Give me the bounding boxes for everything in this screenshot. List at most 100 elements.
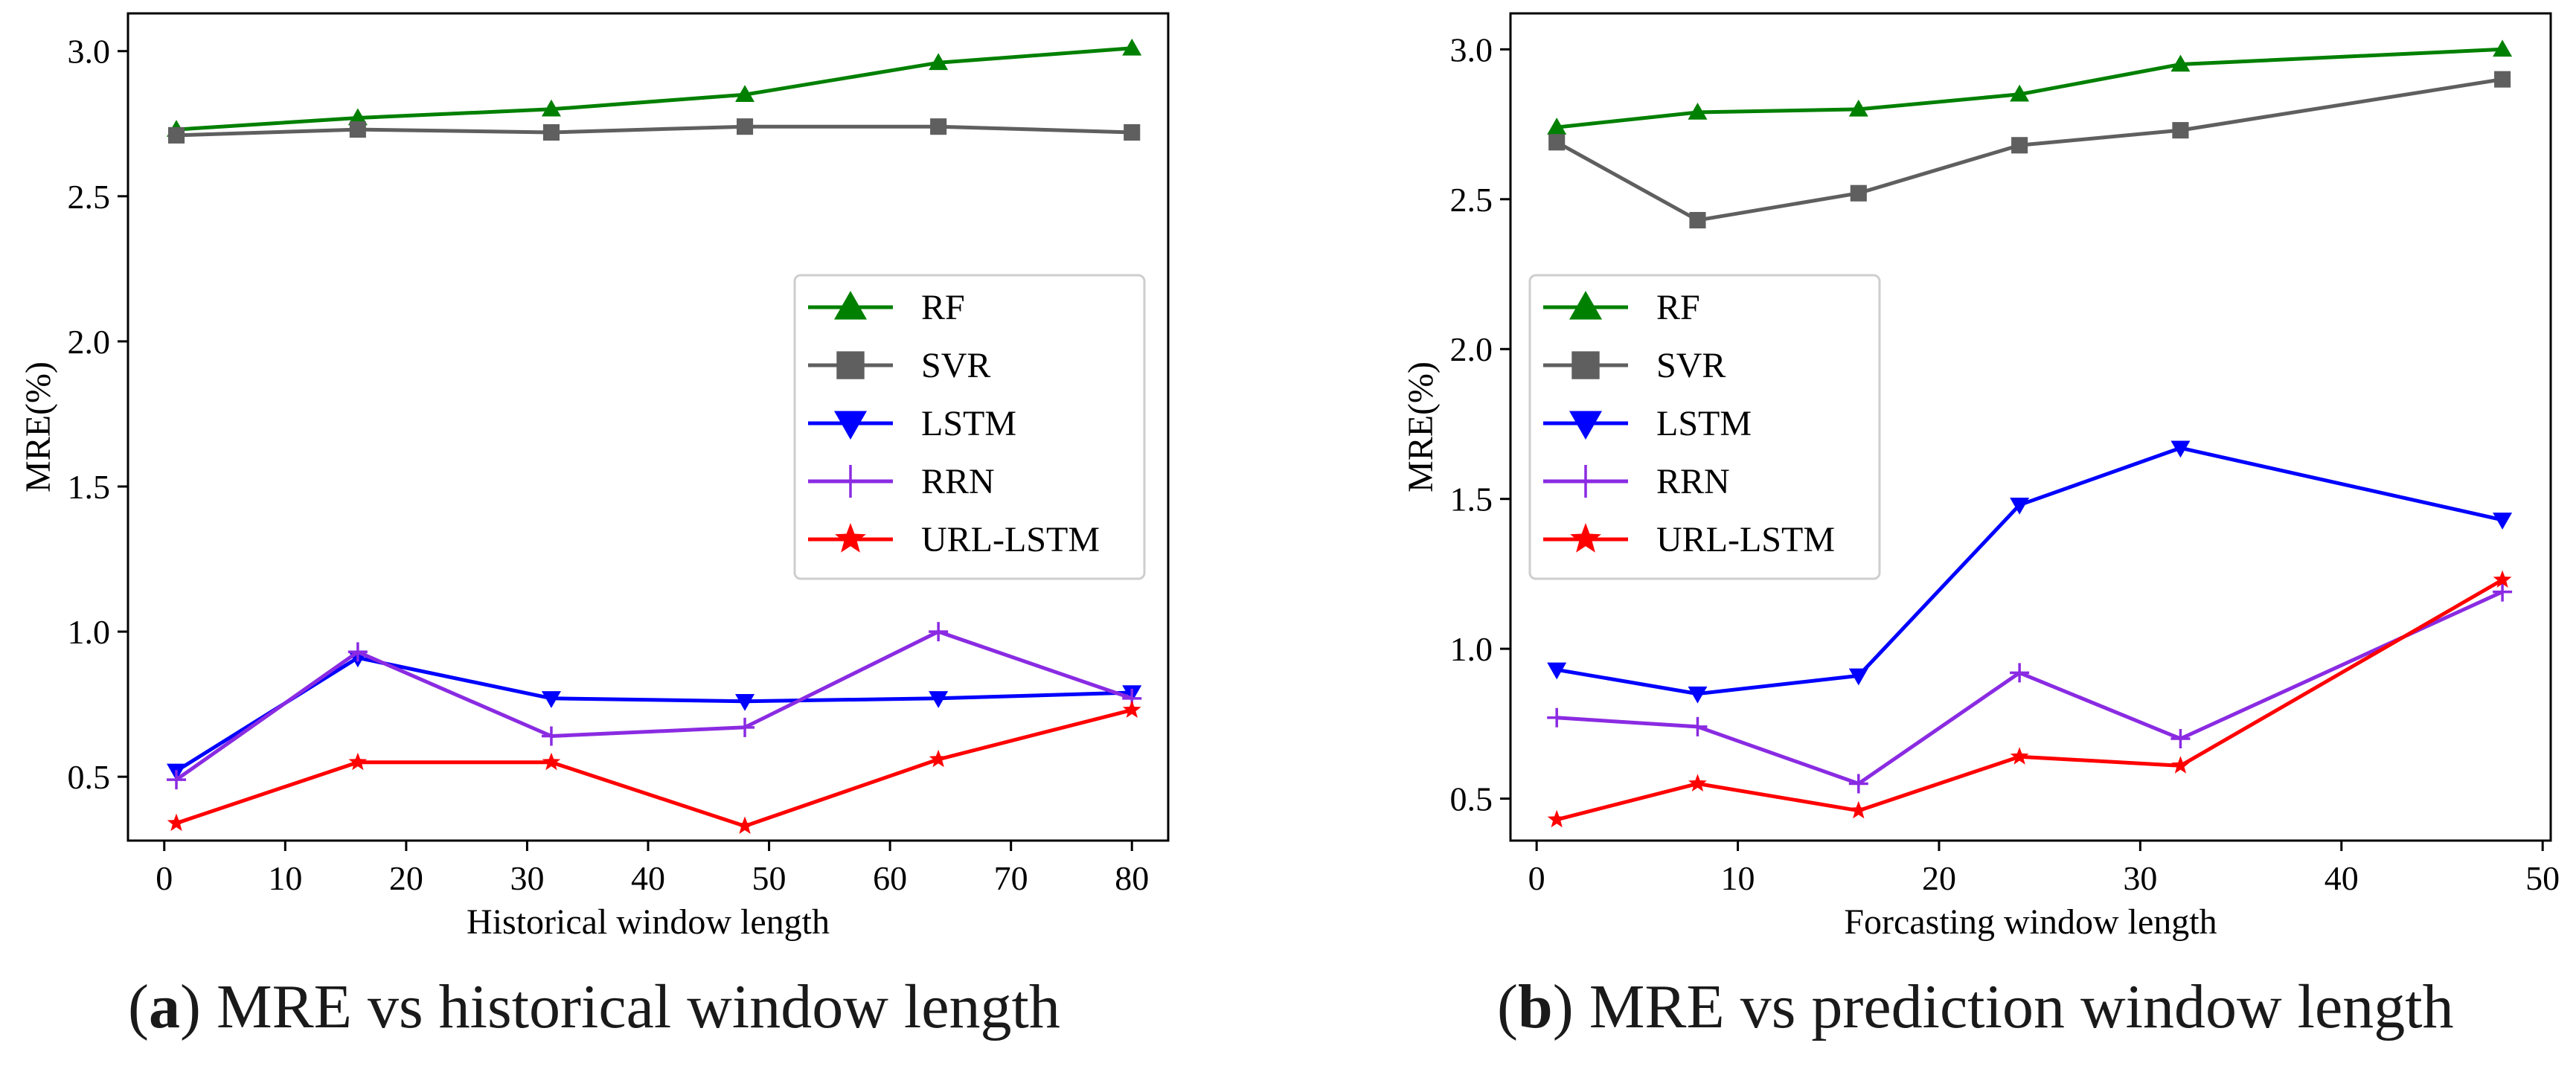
data-point <box>736 118 754 135</box>
legend-item: URL-LSTM <box>808 520 1100 559</box>
series-lstm <box>167 650 1142 781</box>
x-tick-label: 10 <box>1721 859 1755 897</box>
data-point <box>541 726 561 746</box>
legend-label: RRN <box>921 462 995 501</box>
series-svr <box>1548 71 2511 229</box>
data-point <box>2170 54 2191 72</box>
x-tick-label: 20 <box>389 859 423 897</box>
data-point <box>2010 498 2030 515</box>
y-tick-label: 0.5 <box>1450 780 1493 818</box>
legend-label: SVR <box>921 346 990 385</box>
data-point <box>1547 707 1567 728</box>
series-url-lstm <box>167 700 1141 834</box>
data-point <box>1688 102 1708 120</box>
data-point <box>542 752 561 771</box>
y-tick-label: 2.5 <box>1450 181 1493 219</box>
legend-item: RRN <box>808 462 995 501</box>
legend-item: SVR <box>808 346 990 385</box>
legend-marker <box>834 411 867 440</box>
series-rrn <box>167 622 1142 790</box>
legend-marker <box>1569 465 1602 498</box>
y-tick-label: 1.5 <box>1450 481 1493 518</box>
data-point <box>2493 582 2513 602</box>
x-tick-label: 50 <box>2525 859 2560 897</box>
series-line <box>176 46 1132 132</box>
legend-box <box>793 274 1146 580</box>
legend-marker <box>836 351 865 379</box>
y-tick-label: 1.5 <box>68 468 111 506</box>
x-tick-label: 70 <box>994 859 1028 897</box>
data-point <box>2493 513 2513 530</box>
caption-b-letter: b <box>1517 972 1553 1041</box>
data-point <box>929 53 949 71</box>
x-tick-label: 80 <box>1115 859 1149 897</box>
caption-a-letter: a <box>148 972 180 1041</box>
legend-marker <box>1570 523 1601 553</box>
data-point <box>1688 774 1707 792</box>
x-tick-label: 10 <box>268 859 302 897</box>
data-point <box>2171 756 2190 774</box>
legend-item: LSTM <box>808 404 1016 443</box>
data-point <box>929 749 948 768</box>
legend-label: LSTM <box>921 404 1016 443</box>
x-tick-label: 20 <box>1922 859 1956 897</box>
series-line <box>175 629 1133 782</box>
data-point <box>1547 662 1567 680</box>
data-point <box>1848 668 1868 686</box>
x-tick-label: 40 <box>631 859 665 897</box>
plot-frame <box>1509 12 2552 842</box>
data-point <box>2170 440 2191 458</box>
legend-label: URL-LSTM <box>921 520 1100 559</box>
legend-marker <box>834 465 867 498</box>
caption-a-text: MRE vs historical window length <box>200 972 1060 1041</box>
y-axis-label: MRE(%) <box>19 362 58 492</box>
y-tick-label: 1.0 <box>1450 630 1493 668</box>
series-rf <box>167 38 1142 137</box>
legend-item: LSTM <box>1543 404 1752 443</box>
legend-label: RRN <box>1656 462 1730 501</box>
data-point <box>735 85 755 102</box>
x-tick-label: 0 <box>156 859 173 897</box>
series-svr <box>167 118 1141 144</box>
data-point <box>1689 211 1706 229</box>
legend-box <box>1528 274 1881 580</box>
x-tick-label: 30 <box>510 859 544 897</box>
data-point <box>167 770 187 790</box>
legend-marker <box>835 523 866 553</box>
legend-label: RF <box>921 288 965 327</box>
legend: RF SVR LSTM RRN URL-LSTM <box>793 274 1146 580</box>
y-tick-label: 3.0 <box>68 33 111 71</box>
y-tick-label: 0.5 <box>68 758 111 796</box>
data-point <box>1547 118 1567 135</box>
legend-marker <box>834 291 867 320</box>
data-point <box>1848 99 1868 117</box>
data-point <box>1124 123 1141 141</box>
series-line <box>176 707 1132 828</box>
data-point <box>1688 686 1708 704</box>
caption-b: (b) MRE vs prediction window length <box>1497 972 2454 1041</box>
series-rrn <box>1547 582 2513 794</box>
series-line <box>175 655 1132 773</box>
data-point <box>2172 122 2189 139</box>
x-axis-label: Forcasting window length <box>1844 902 2217 942</box>
series-line <box>1556 446 2503 696</box>
series-line <box>176 124 1132 138</box>
series-url-lstm <box>1547 570 2512 828</box>
data-point <box>1848 774 1868 794</box>
data-point <box>167 813 186 832</box>
series-line <box>1556 47 2503 129</box>
legend-item: URL-LSTM <box>1543 520 1835 559</box>
data-point <box>2493 570 2512 588</box>
y-tick-label: 2.0 <box>68 323 111 361</box>
y-tick-label: 2.5 <box>68 178 111 216</box>
series-line <box>1556 578 2504 822</box>
y-tick-label: 2.0 <box>1450 330 1493 368</box>
y-tick-label: 3.0 <box>1450 30 1493 68</box>
y-tick-label: 1.0 <box>68 613 111 651</box>
data-point <box>542 123 560 141</box>
legend: RF SVR LSTM RRN URL-LSTM <box>1528 274 1881 580</box>
legend-marker <box>1569 411 1602 440</box>
data-point <box>1688 716 1708 736</box>
data-point <box>2494 71 2511 88</box>
